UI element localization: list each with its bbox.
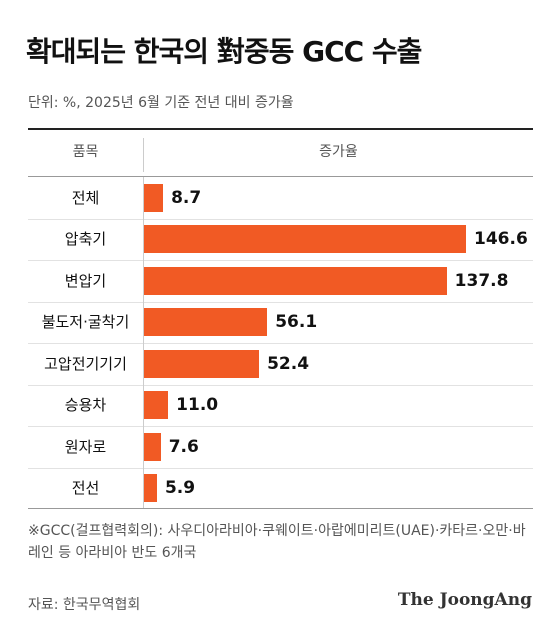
chart-title: 확대되는 한국의 對중동 GCC 수출 [26,35,422,68]
chart-subtitle: 단위: %, 2025년 6월 기준 전년 대비 증가율 [28,95,294,111]
row-divider [143,218,144,260]
row-rule [28,343,533,344]
row-divider [143,301,144,343]
bar-value-label: 5.9 [164,478,196,499]
row-rule [28,467,533,469]
bar [144,183,164,212]
bar [144,349,260,378]
header-rule [28,176,533,177]
row-rule [28,426,533,427]
row-rule [28,301,533,303]
row-divider [143,343,144,385]
header-divider [143,138,144,172]
bar [144,225,466,254]
category-label: 전체 [71,188,100,207]
row-divider [143,384,144,426]
bar [144,266,447,295]
bar-value-label: 52.4 [267,353,310,374]
header-item: 품목 [72,144,99,160]
table-top-rule [28,128,533,130]
row-divider [143,467,144,509]
bar-value-label: 7.6 [168,436,199,457]
row-rule [28,260,533,261]
bar [144,474,157,503]
row-divider [143,177,144,219]
header-value: 증가율 [319,144,358,160]
bar [144,308,268,337]
bar-value-label: 8.7 [171,187,202,208]
category-label: 압축기 [64,230,107,249]
row-divider [143,260,144,302]
footnote: ※GCC(걸프협력회의): 사우디아라비아·쿠웨이트·아랍에미리트(UAE)·카… [28,523,526,561]
bar [144,432,161,461]
bar-value-label: 146.6 [474,229,528,250]
category-label: 고압전기기기 [44,354,127,373]
category-label: 승용차 [64,396,107,415]
category-label: 원자로 [64,437,107,456]
category-label: 전선 [71,479,100,498]
row-rule [28,218,533,220]
bar-value-label: 56.1 [275,312,318,333]
category-label: 불도저·굴착기 [41,313,130,332]
row-divider [143,426,144,468]
category-label: 변압기 [64,271,107,290]
publisher-logo: The JoongAng [397,590,532,610]
source-note: 자료: 한국무역협회 [28,597,141,613]
table-bottom-rule [28,508,533,509]
bar-value-label: 11.0 [176,395,219,416]
bar [144,391,169,420]
bar-value-label: 137.8 [454,270,509,291]
row-rule [28,384,533,386]
